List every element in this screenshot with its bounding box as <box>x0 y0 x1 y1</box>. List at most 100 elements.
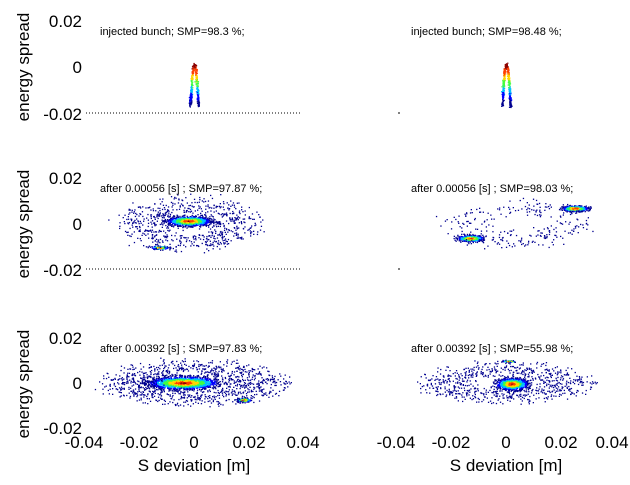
scatter-point <box>190 103 192 105</box>
scatter-point <box>465 236 467 238</box>
scatter-point <box>190 78 192 80</box>
scatter-point <box>235 229 237 231</box>
scatter-point <box>209 228 212 230</box>
scatter-point <box>124 214 126 216</box>
scatter-point <box>440 225 442 227</box>
scatter-point <box>138 223 140 225</box>
scatter-point <box>173 215 175 217</box>
scatter-point <box>197 102 199 104</box>
scatter-point <box>207 244 209 247</box>
scatter-point <box>482 211 484 213</box>
scatter-point <box>185 197 187 199</box>
scatter-point <box>562 237 564 239</box>
scatter-point <box>196 201 199 204</box>
scatter-point <box>187 222 189 224</box>
scatter-point <box>505 65 507 67</box>
scatter-point <box>528 240 530 242</box>
scatter-point <box>215 240 217 243</box>
scatter-point <box>155 224 157 226</box>
scatter-point <box>195 74 197 76</box>
scatter-point <box>249 230 251 232</box>
scatter-point <box>567 209 570 211</box>
scatter-point <box>569 232 571 234</box>
scatter-point <box>161 240 164 242</box>
scatter-point <box>514 210 517 212</box>
scatter-point <box>119 227 121 230</box>
scatter-point <box>481 237 483 239</box>
scatter-point <box>197 86 199 88</box>
scatter-point <box>170 217 173 219</box>
scatter-point <box>192 237 194 239</box>
scatter-point <box>586 209 588 212</box>
scatter-point <box>205 215 207 217</box>
scatter-point <box>223 213 225 215</box>
scatter-point <box>174 217 176 219</box>
scatter-point <box>182 217 184 219</box>
scatter-point <box>502 87 504 89</box>
scatter-point <box>209 220 212 222</box>
scatter-point <box>158 246 160 248</box>
scatter-point <box>187 219 190 221</box>
scatter-point <box>153 222 156 224</box>
scatter-point <box>134 215 137 218</box>
scatter-point <box>191 205 193 207</box>
scatter-point <box>548 246 550 249</box>
scatter-point <box>211 226 214 228</box>
scatter-point <box>508 82 510 84</box>
scatter-point <box>152 237 154 239</box>
scatter-point <box>184 217 186 220</box>
scatter-point <box>135 226 137 228</box>
scatter-point <box>508 70 510 72</box>
scatter-point <box>510 104 513 106</box>
scatter-point <box>192 221 194 224</box>
scatter-point <box>199 219 201 221</box>
scatter-point <box>205 242 207 244</box>
scatter-point <box>507 84 509 86</box>
scatter-point <box>547 228 549 230</box>
scatter-point <box>510 106 512 109</box>
scatter-point <box>230 240 232 242</box>
scatter-point <box>466 238 468 240</box>
scatter-point <box>508 74 510 77</box>
scatter-point <box>130 235 132 238</box>
scatter-point <box>179 388 181 390</box>
scatter-point <box>169 221 172 223</box>
scatter-point <box>578 226 580 228</box>
scatter-point <box>569 204 571 207</box>
scatter-point <box>484 248 486 250</box>
scatter-point <box>560 209 562 211</box>
scatter-point <box>153 246 155 248</box>
scatter-point <box>190 102 192 104</box>
scatter-point <box>189 222 192 224</box>
scatter-point <box>136 226 138 228</box>
scatter-point <box>184 214 186 216</box>
scatter-point <box>169 213 172 216</box>
scatter-point <box>225 240 227 242</box>
scatter-point <box>167 224 170 226</box>
scatter-point <box>462 240 464 242</box>
scatter-point <box>576 225 578 227</box>
scatter-point <box>158 247 160 249</box>
scatter-point <box>207 220 209 222</box>
scatter-point <box>178 199 180 201</box>
scatter-point <box>150 386 153 388</box>
scatter-point <box>469 236 471 238</box>
scatter-point <box>480 235 482 237</box>
scatter-point <box>166 378 168 380</box>
scatter-point <box>509 95 511 98</box>
scatter-point <box>510 105 512 107</box>
scatter-point <box>196 87 198 89</box>
scatter-point <box>219 248 221 250</box>
scatter-point <box>482 242 485 244</box>
scatter-point <box>158 213 160 215</box>
scatter-point <box>553 228 555 231</box>
scatter-point <box>545 203 547 205</box>
scatter-point <box>163 214 165 217</box>
scatter-point <box>189 218 191 220</box>
scatter-point <box>507 67 510 69</box>
scatter-point <box>466 235 468 237</box>
scatter-point <box>201 221 204 223</box>
scatter-point <box>200 225 202 227</box>
scatter-point <box>563 205 565 208</box>
scatter-point <box>166 379 168 381</box>
